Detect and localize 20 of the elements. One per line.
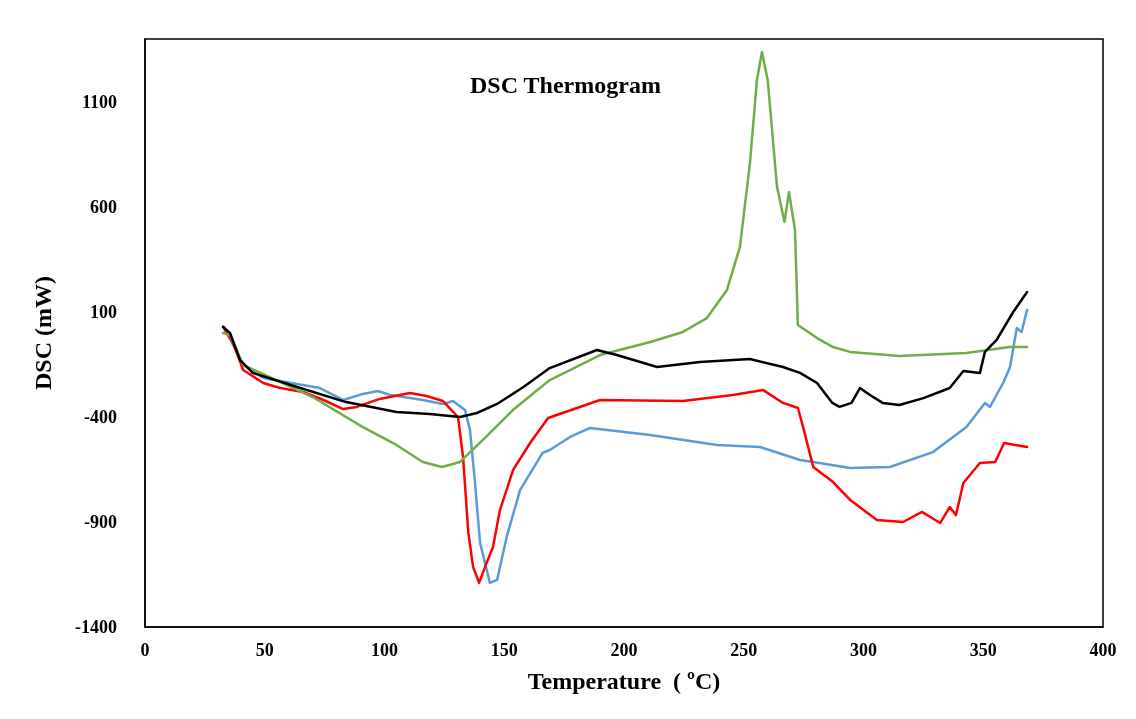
line-series (221, 50, 1029, 469)
y-tick-label: -1400 (75, 617, 117, 637)
x-tick-label: 100 (371, 640, 398, 660)
x-tick-label: 300 (850, 640, 877, 660)
x-tick-label: 400 (1089, 640, 1117, 660)
y-tick-label: 100 (90, 302, 117, 322)
y-tick-label: -400 (84, 407, 117, 427)
x-tick-label: 50 (255, 640, 274, 660)
x-axis-title: Temperature ( ºC) (527, 668, 721, 694)
y-tick-label: -900 (84, 512, 117, 532)
y-axis-title: DSC (mW) (30, 276, 56, 390)
x-tick-label: 0 (140, 640, 150, 660)
y-tick-label: 1100 (81, 92, 117, 112)
text: DSC Thermogram (470, 72, 661, 98)
x-tick-label: 150 (490, 640, 518, 660)
x-tick-label: 350 (969, 640, 997, 660)
x-tick-label: 200 (610, 640, 638, 660)
line-series (221, 290, 1029, 419)
y-tick-label: 600 (90, 197, 117, 217)
x-tick-label: 250 (730, 640, 758, 660)
